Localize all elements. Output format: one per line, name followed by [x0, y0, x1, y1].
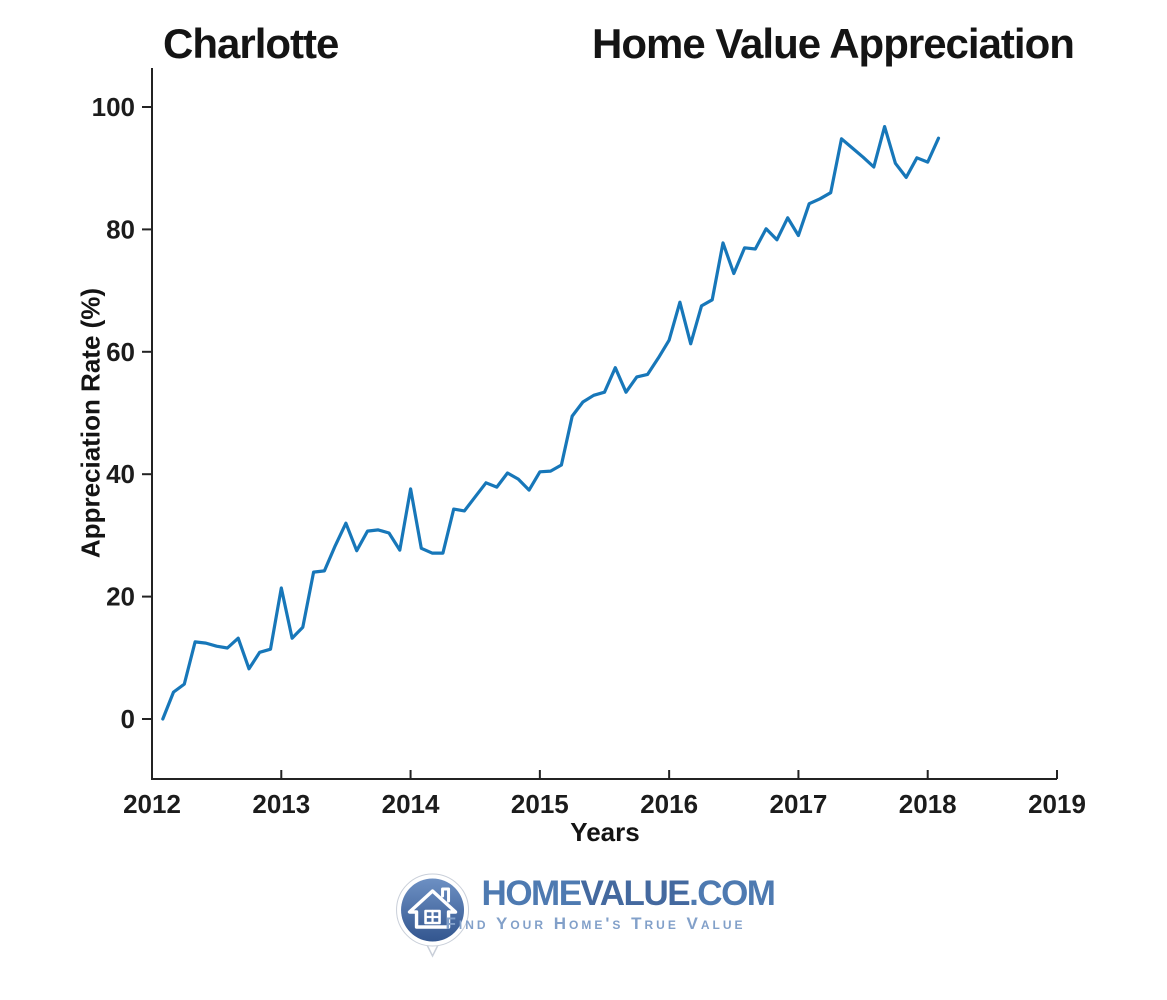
page-title-city: Charlotte [163, 20, 339, 67]
y-tick-label: 100 [92, 92, 135, 122]
x-axis-ticks: 2012 2013 2014 2015 2016 2017 2018 2019 [123, 770, 1086, 819]
x-tick-label: 2019 [1028, 789, 1086, 819]
page-title-main: Home Value Appreciation [592, 20, 1075, 67]
x-tick-label: 2016 [640, 789, 698, 819]
y-tick-label: 0 [121, 704, 135, 734]
homevalue-logo: HOMEVALUE.COM Find Your Home's True Valu… [392, 872, 776, 958]
y-tick-label: 20 [106, 582, 135, 612]
brand-home: HOME [481, 874, 583, 913]
x-tick-label: 2014 [382, 789, 440, 819]
x-tick-label: 2012 [123, 789, 181, 819]
brand-tagline: Find Your Home's True Value [445, 913, 746, 933]
x-tick-label: 2013 [252, 789, 310, 819]
brand-wordmark: HOMEVALUE.COM [481, 874, 776, 913]
brand-text-block: HOMEVALUE.COM Find Your Home's True Valu… [446, 872, 776, 934]
chart-line [161, 124, 941, 721]
house-glyph [407, 887, 458, 929]
x-tick-label: 2015 [511, 789, 569, 819]
brand-com: .COM [689, 874, 776, 913]
home-pin-icon [396, 873, 470, 958]
y-tick-label: 80 [106, 214, 135, 244]
y-tick-label: 60 [106, 337, 135, 367]
brand-value: VALUE [580, 874, 691, 913]
x-axis-label: Years [570, 817, 640, 847]
axes [151, 68, 1057, 780]
x-tick-label: 2017 [770, 789, 828, 819]
x-tick-label: 2018 [899, 789, 957, 819]
y-axis-label: Appreciation Rate (%) [75, 287, 106, 559]
y-tick-label: 40 [106, 459, 135, 489]
y-axis-ticks: 0 20 40 60 80 100 [92, 92, 152, 734]
